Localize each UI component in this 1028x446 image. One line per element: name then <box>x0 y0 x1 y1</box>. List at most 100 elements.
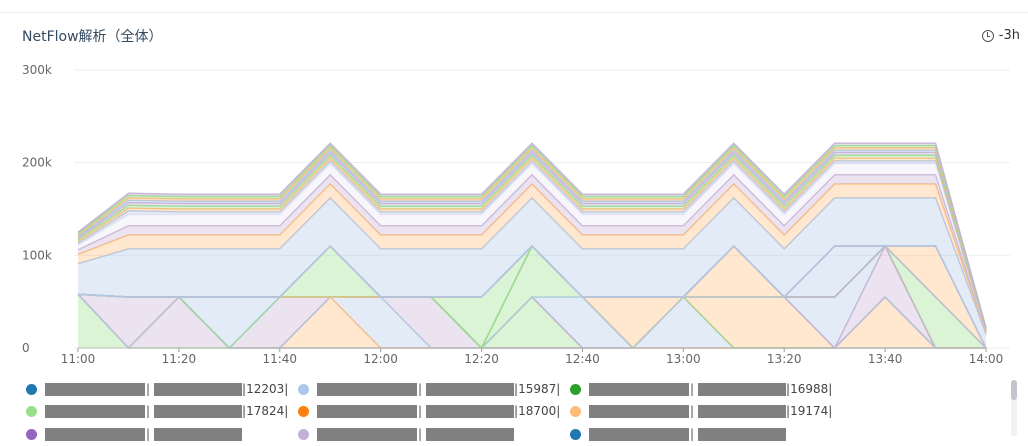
redacted-label-part <box>589 427 689 441</box>
legend-label: |19174| <box>786 404 833 418</box>
area-series-2 <box>78 294 986 348</box>
line-series-33 <box>77 154 987 331</box>
redacted-label-part <box>154 427 243 441</box>
legend-separator: | <box>418 404 423 418</box>
legend-label: |18700| <box>514 404 561 418</box>
legend-item[interactable]: | |12203| <box>26 381 288 397</box>
redacted-label-part <box>589 404 689 418</box>
redacted-label-part <box>154 404 243 418</box>
y-tick-label: 0 <box>22 341 30 355</box>
legend-separator: | <box>146 382 151 396</box>
line-series-26 <box>77 245 987 349</box>
area-series-8 <box>78 246 986 348</box>
redacted-label-part <box>698 427 787 441</box>
legend-separator: | <box>690 427 695 441</box>
legend-label: |15987| <box>514 382 561 396</box>
legend-scrollbar[interactable] <box>1011 380 1017 436</box>
time-range-button[interactable]: -3h <box>981 28 1020 43</box>
legend-scrollbar-thumb[interactable] <box>1011 380 1017 400</box>
area-series-20 <box>78 246 986 348</box>
y-axis-ticks: 0 100k 200k 300k <box>22 63 52 355</box>
x-tick-label: 11:40 <box>262 352 297 366</box>
redacted-label-part <box>317 404 417 418</box>
legend-separator: | <box>418 382 423 396</box>
legend-item[interactable]: | <box>570 426 787 442</box>
legend-item[interactable]: | |17824| <box>26 403 288 419</box>
line-series-37 <box>77 144 987 329</box>
redacted-label-part <box>45 427 145 441</box>
line-series-28 <box>77 182 987 334</box>
legend-color-dot <box>298 405 309 417</box>
legend-item[interactable]: | |18700| <box>298 403 560 419</box>
redacted-label-part <box>698 404 787 418</box>
redacted-label-part <box>698 382 787 396</box>
time-range-label: -3h <box>998 28 1020 43</box>
redacted-label-part <box>426 382 515 396</box>
x-tick-label: 12:00 <box>363 352 398 366</box>
legend-color-dot <box>298 428 309 440</box>
area-series-27 <box>78 197 986 348</box>
legend-color-dot <box>570 383 581 395</box>
chart-areas <box>77 142 987 350</box>
area-series-6 <box>78 294 986 348</box>
redacted-label-part <box>45 382 145 396</box>
x-tick-label: 12:40 <box>565 352 600 366</box>
y-tick-label: 200k <box>22 156 52 170</box>
redacted-label-part <box>426 427 515 441</box>
clock-icon <box>981 29 994 42</box>
legend-label: |12203| <box>242 382 289 396</box>
line-series-30 <box>77 162 987 332</box>
legend-separator: | <box>146 404 151 418</box>
legend-color-dot <box>26 405 37 417</box>
x-tick-label: 14:00 <box>969 352 1004 366</box>
legend-color-dot <box>570 405 581 417</box>
area-series-5 <box>78 294 986 348</box>
area-series-28 <box>78 183 986 335</box>
line-series-35 <box>77 149 987 330</box>
legend-color-dot <box>26 428 37 440</box>
legend-label: |17824| <box>242 404 289 418</box>
line-series-34 <box>77 151 987 330</box>
panel-top-border <box>0 12 1028 13</box>
redacted-label-part <box>317 427 417 441</box>
legend-separator: | <box>690 382 695 396</box>
line-series-32 <box>77 157 987 331</box>
y-tick-label: 300k <box>22 63 52 77</box>
line-series-31 <box>77 159 987 332</box>
legend-separator: | <box>418 427 423 441</box>
redacted-label-part <box>426 404 515 418</box>
legend-item[interactable]: | |19174| <box>570 403 832 419</box>
legend-color-dot <box>26 383 37 395</box>
line-series-27 <box>77 196 987 335</box>
legend-label: |16988| <box>786 382 833 396</box>
area-series-21 <box>78 246 986 348</box>
x-tick-label: 11:20 <box>162 352 197 366</box>
legend-color-dot <box>298 383 309 395</box>
line-series-38 <box>77 142 987 328</box>
chart-legend: | |12203| | |15987| | |16988| | |17824| | |18700|… <box>26 378 1006 446</box>
line-series-36 <box>77 146 987 329</box>
redacted-label-part <box>589 382 689 396</box>
legend-item[interactable]: | <box>26 426 243 442</box>
redacted-label-part <box>45 404 145 418</box>
legend-item[interactable]: | <box>298 426 515 442</box>
legend-separator: | <box>690 404 695 418</box>
x-tick-label: 13:20 <box>767 352 802 366</box>
y-tick-label: 100k <box>22 248 52 262</box>
panel-title: NetFlow解析（全体） <box>22 29 163 45</box>
redacted-label-part <box>317 382 417 396</box>
area-series-10 <box>78 246 986 348</box>
area-series-1 <box>78 294 986 348</box>
legend-color-dot <box>570 428 581 440</box>
x-tick-label: 13:00 <box>666 352 701 366</box>
legend-item[interactable]: | |15987| <box>298 381 560 397</box>
x-tick-label: 13:40 <box>868 352 903 366</box>
legend-separator: | <box>146 427 151 441</box>
legend-item[interactable]: | |16988| <box>570 381 832 397</box>
x-axis-ticks: 11:00 11:20 11:40 12:00 12:20 12:40 13:00 13:20… <box>61 347 1004 366</box>
line-series-29 <box>77 173 987 333</box>
x-tick-label: 11:00 <box>61 352 96 366</box>
x-tick-label: 12:20 <box>464 352 499 366</box>
redacted-label-part <box>154 382 243 396</box>
